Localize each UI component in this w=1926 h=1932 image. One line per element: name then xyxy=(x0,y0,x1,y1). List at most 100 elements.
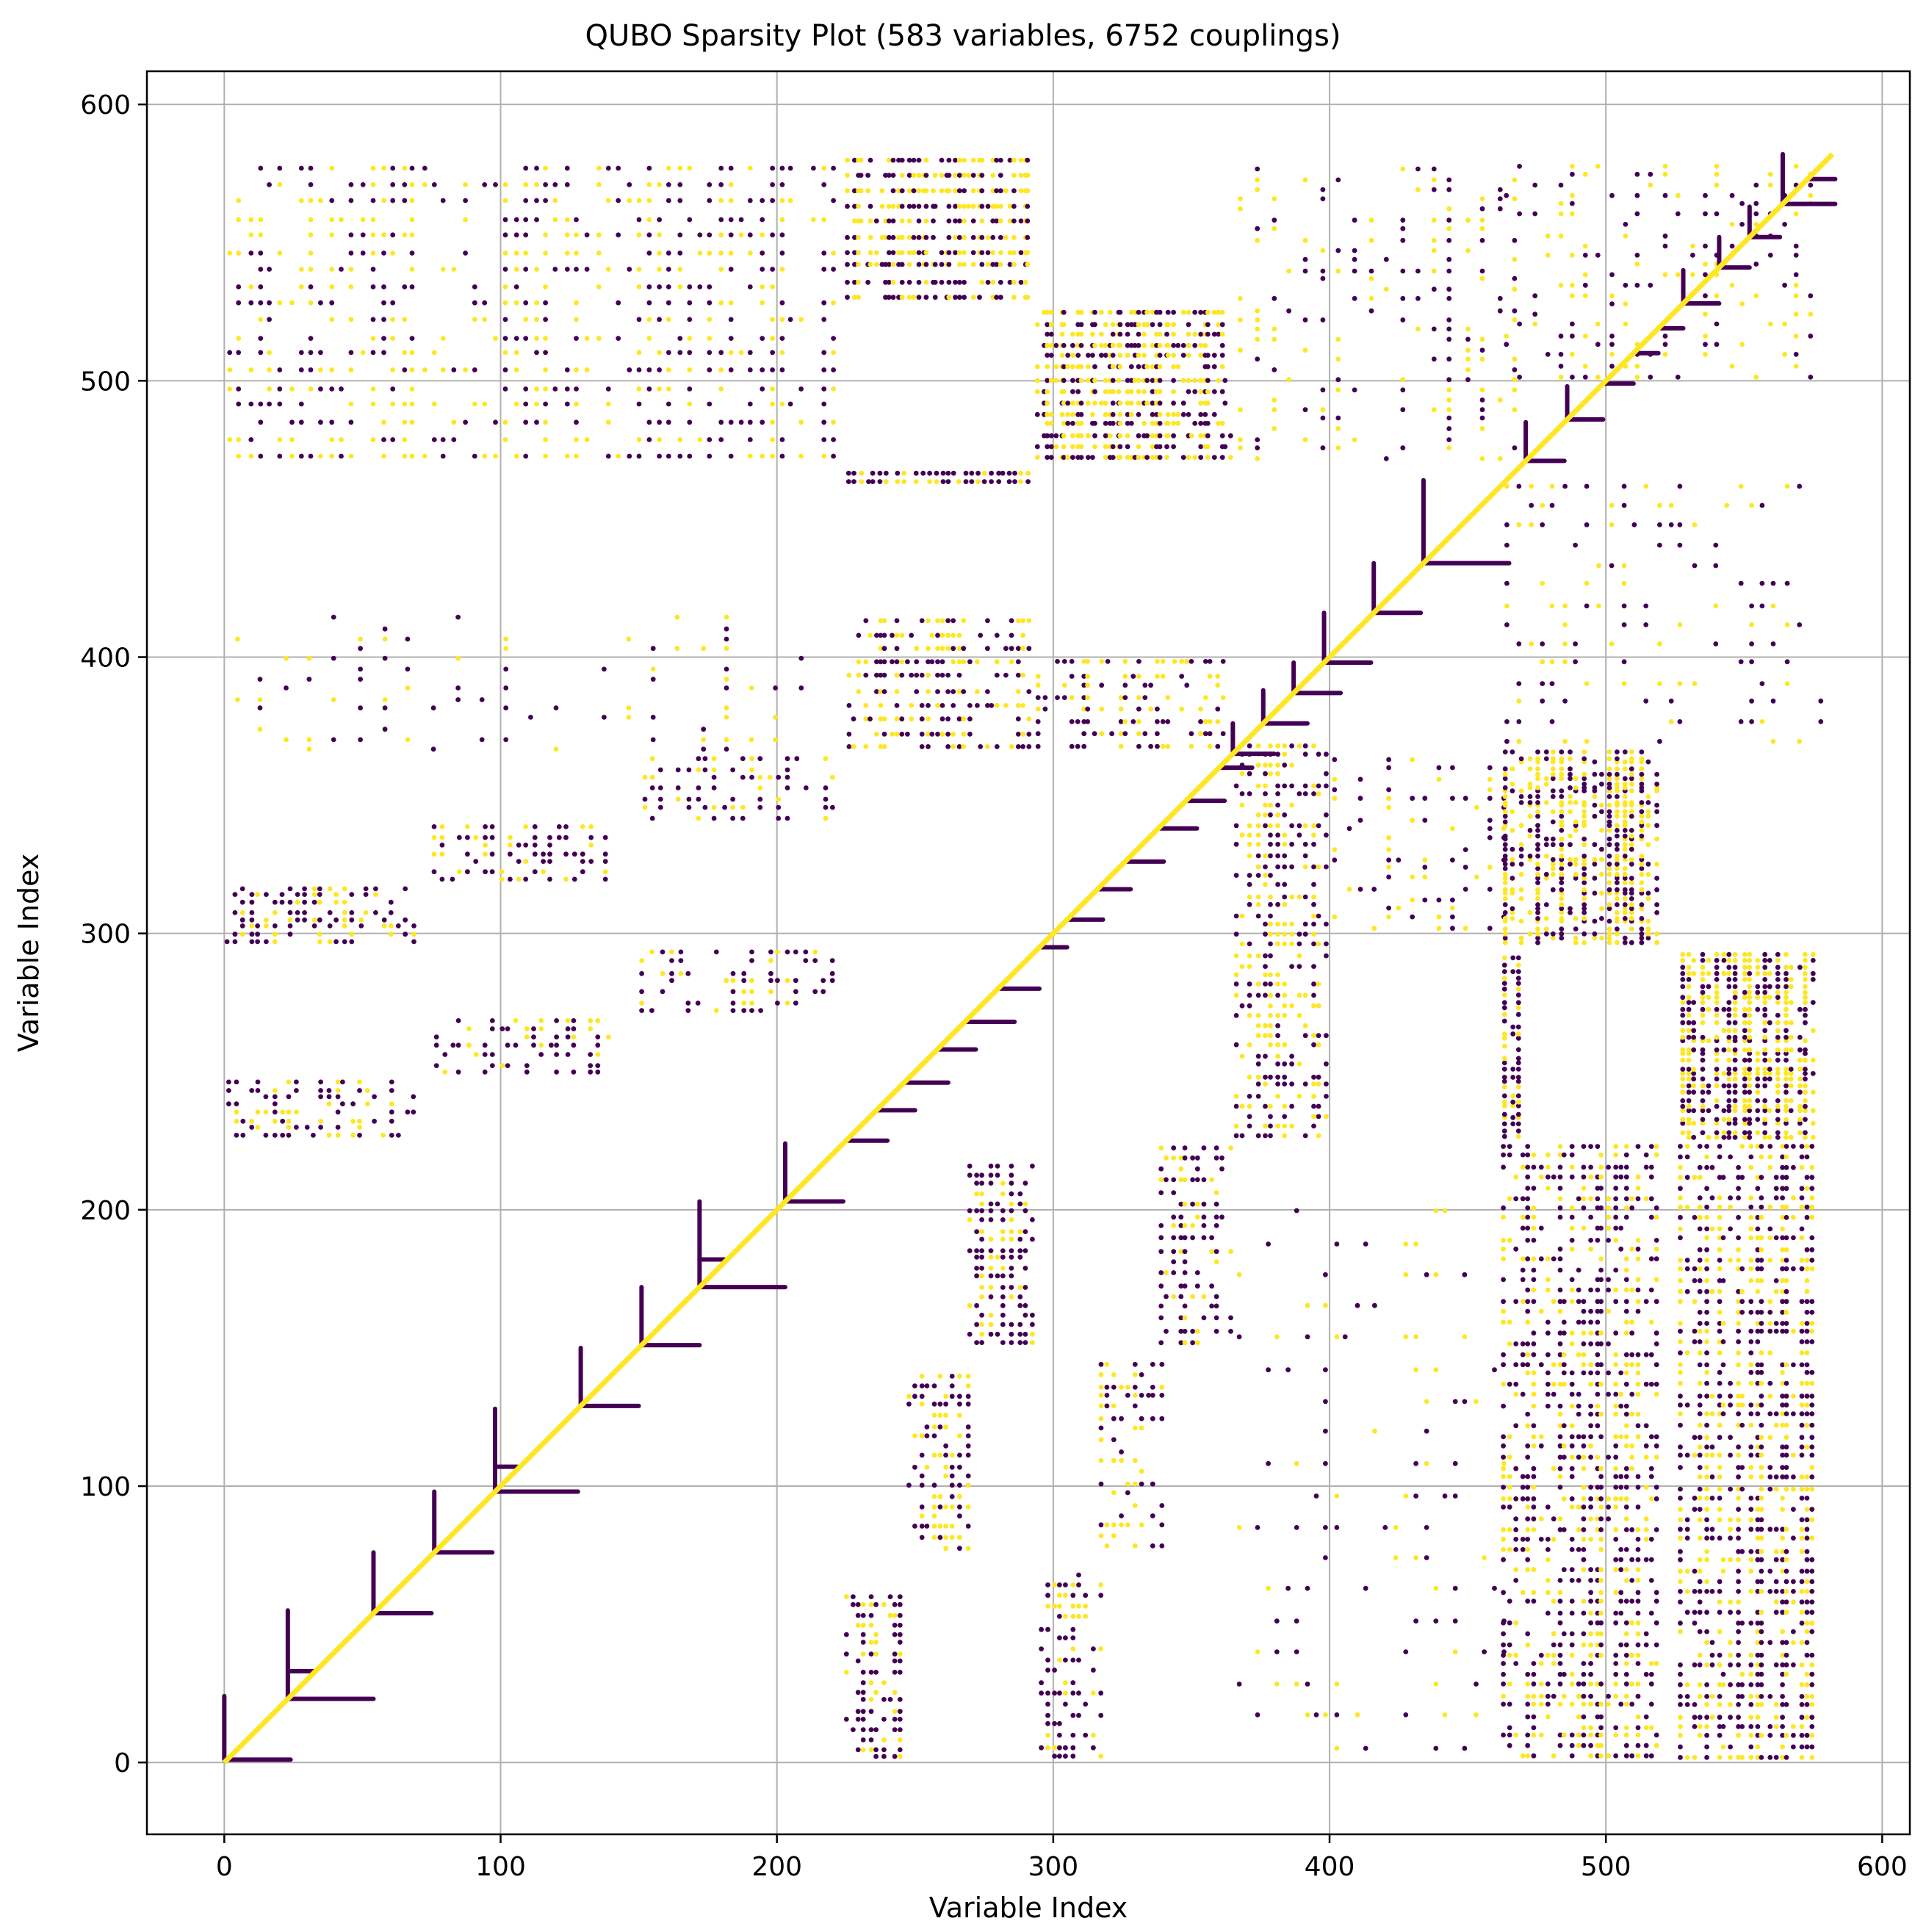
coupling-point xyxy=(1090,353,1095,358)
coupling-point xyxy=(1275,1061,1280,1067)
coupling-point xyxy=(1052,1720,1057,1726)
coupling-point xyxy=(1346,887,1352,892)
coupling-point xyxy=(845,188,850,194)
coupling-point xyxy=(1704,1715,1710,1720)
coupling-point xyxy=(1132,1503,1138,1508)
coupling-point xyxy=(1255,237,1260,243)
coupling-point xyxy=(975,470,981,476)
coupling-point xyxy=(639,989,644,995)
coupling-point xyxy=(318,300,323,306)
coupling-point xyxy=(1645,800,1651,805)
coupling-point xyxy=(926,672,931,678)
coupling-point xyxy=(1653,1590,1659,1596)
coupling-point xyxy=(1717,1755,1723,1760)
coupling-point xyxy=(1581,1547,1587,1552)
coupling-point xyxy=(1268,913,1273,919)
coupling-point xyxy=(1639,887,1645,893)
coupling-point xyxy=(1065,455,1071,460)
coupling-point xyxy=(868,1594,874,1600)
coupling-point xyxy=(1717,1422,1723,1428)
coupling-point xyxy=(1192,342,1198,348)
coupling-point xyxy=(1525,1411,1531,1417)
coupling-point xyxy=(1598,1753,1604,1759)
coupling-point xyxy=(1334,1241,1340,1247)
coupling-point xyxy=(403,931,408,937)
coupling-point xyxy=(1233,873,1239,878)
coupling-point xyxy=(1692,1507,1698,1513)
coupling-point xyxy=(851,479,856,484)
coupling-point xyxy=(868,262,873,267)
coupling-point xyxy=(821,419,827,425)
coupling-point xyxy=(1194,1201,1200,1207)
coupling-point xyxy=(1557,1598,1563,1604)
coupling-point xyxy=(1551,1661,1557,1666)
coupling-point xyxy=(257,697,263,702)
coupling-point xyxy=(929,732,935,737)
coupling-point xyxy=(258,232,264,238)
coupling-point xyxy=(1599,802,1604,808)
coupling-point xyxy=(657,284,662,289)
coupling-point xyxy=(1692,1568,1698,1574)
coupling-point xyxy=(892,1632,898,1637)
data-points xyxy=(222,151,1838,1765)
coupling-point xyxy=(687,317,693,322)
coupling-point xyxy=(340,1101,345,1107)
coupling-point xyxy=(1588,1381,1594,1387)
coupling-point xyxy=(1216,331,1222,337)
coupling-point xyxy=(1122,682,1128,688)
coupling-point xyxy=(1487,796,1493,801)
coupling-point xyxy=(1048,455,1054,460)
coupling-point xyxy=(1189,743,1194,749)
coupling-point xyxy=(1678,1694,1683,1699)
coupling-point xyxy=(1236,1334,1242,1340)
coupling-point xyxy=(1550,749,1556,754)
coupling-point xyxy=(1302,853,1308,859)
coupling-point xyxy=(1581,1341,1587,1347)
coupling-point xyxy=(1525,1287,1531,1293)
coupling-point xyxy=(1452,1649,1458,1655)
coupling-point xyxy=(943,1401,948,1407)
coupling-point xyxy=(1569,1474,1575,1479)
coupling-point xyxy=(1048,378,1054,383)
coupling-point xyxy=(1576,1319,1581,1325)
coupling-point xyxy=(1576,1681,1581,1687)
coupling-point xyxy=(1543,749,1549,754)
coupling-point xyxy=(1557,1186,1563,1191)
coupling-point xyxy=(1039,1626,1044,1632)
coupling-point xyxy=(1015,716,1021,722)
coupling-point xyxy=(646,386,652,392)
coupling-point xyxy=(513,267,519,272)
coupling-point xyxy=(1559,906,1565,912)
coupling-point xyxy=(901,479,907,484)
coupling-point xyxy=(1099,682,1105,688)
coupling-point xyxy=(829,958,835,963)
coupling-point xyxy=(1598,1186,1604,1191)
coupling-point xyxy=(381,350,386,356)
coupling-point xyxy=(505,1042,511,1048)
coupling-point xyxy=(943,1546,948,1551)
coupling-point xyxy=(534,182,539,187)
coupling-point xyxy=(1645,861,1651,867)
coupling-point xyxy=(1629,766,1634,772)
coupling-point xyxy=(998,218,1003,224)
coupling-point xyxy=(489,835,495,840)
coupling-point xyxy=(329,386,335,392)
coupling-point xyxy=(677,350,683,356)
coupling-point xyxy=(775,978,780,984)
coupling-point xyxy=(1255,853,1261,859)
coupling-point xyxy=(272,1101,278,1107)
coupling-point xyxy=(532,824,538,829)
coupling-point xyxy=(943,1464,948,1470)
coupling-point xyxy=(979,1331,984,1337)
coupling-point xyxy=(1588,1174,1594,1180)
coupling-point xyxy=(308,250,314,256)
coupling-point xyxy=(402,232,408,238)
coupling-point xyxy=(1007,157,1013,163)
coupling-point xyxy=(1263,812,1268,818)
coupling-point xyxy=(1205,322,1211,328)
coupling-point xyxy=(1613,1681,1619,1687)
coupling-point xyxy=(236,250,242,256)
coupling-point xyxy=(1211,389,1217,394)
coupling-point xyxy=(1081,674,1087,679)
coupling-point xyxy=(277,453,283,459)
